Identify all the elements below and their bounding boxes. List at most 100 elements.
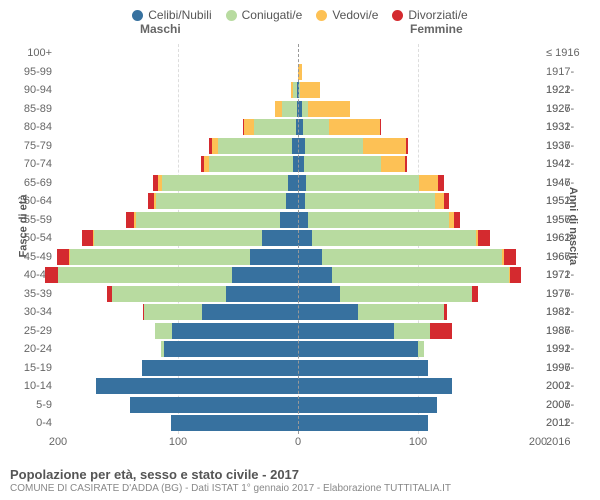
age-label: 65-69 [0, 174, 56, 193]
bar-female [298, 193, 449, 209]
bar-segment [312, 230, 475, 246]
bar-segment [126, 212, 133, 228]
bar-female [298, 378, 452, 394]
bar-segment [57, 249, 69, 265]
birth-label: 1987-1991 [542, 322, 600, 341]
bar-segment [82, 230, 93, 246]
bar-segment [232, 267, 298, 283]
birth-label: 1972-1976 [542, 266, 600, 285]
bar-segment [298, 286, 340, 302]
bar-male [45, 267, 298, 283]
bar-segment [504, 249, 516, 265]
birth-label: 1982-1986 [542, 303, 600, 322]
birth-label: 2012-2016 [542, 414, 600, 433]
bar-segment [510, 267, 521, 283]
age-label: 15-19 [0, 359, 56, 378]
bar-segment [280, 212, 298, 228]
bar-segment [70, 249, 250, 265]
bar-male [153, 175, 298, 191]
bar-segment [94, 230, 262, 246]
age-label: 70-74 [0, 155, 56, 174]
bar-male [291, 82, 298, 98]
bar-segment [262, 230, 298, 246]
gender-headers: Maschi Femmine [0, 22, 600, 40]
bar-segment [363, 138, 406, 154]
bar-male [57, 249, 298, 265]
bar-female [298, 286, 478, 302]
bar-segment [303, 119, 329, 135]
y-axis-right-title: Anni di nascita [567, 187, 579, 265]
bar-segment [282, 101, 296, 117]
bar-segment [58, 267, 232, 283]
bar-segment [381, 156, 405, 172]
bar-female [298, 138, 408, 154]
header-female: Femmine [410, 22, 463, 36]
x-tick: 0 [295, 436, 301, 448]
bar-segment [406, 138, 408, 154]
bar-female [298, 101, 350, 117]
bar-segment [162, 175, 288, 191]
bar-segment [112, 286, 226, 302]
bar-segment [218, 138, 292, 154]
bar-segment [298, 230, 312, 246]
bar-segment [288, 175, 298, 191]
bar-segment [155, 323, 172, 339]
legend-label: Vedovi/e [332, 8, 378, 22]
bar-female [298, 360, 428, 376]
bar-female [298, 323, 452, 339]
bar-male [130, 397, 298, 413]
legend: Celibi/Nubili Coniugati/e Vedovi/e Divorzia… [0, 0, 600, 22]
bar-segment [438, 175, 444, 191]
bar-segment [250, 249, 298, 265]
birth-label: 1977-1981 [542, 285, 600, 304]
bar-segment [405, 156, 407, 172]
bar-female [298, 82, 320, 98]
bar-segment [298, 378, 452, 394]
bar-segment [306, 175, 419, 191]
birth-label: 1942-1946 [542, 155, 600, 174]
y-axis-left-title: Fasce di età [17, 195, 29, 258]
bar-female [298, 249, 516, 265]
bar-male [201, 156, 298, 172]
age-label: 20-24 [0, 340, 56, 359]
bar-male [171, 415, 298, 431]
bar-segment [308, 101, 350, 117]
bar-segment [298, 341, 418, 357]
legend-label: Coniugati/e [242, 8, 303, 22]
bar-segment [472, 286, 478, 302]
bar-male [107, 286, 298, 302]
legend-item: Celibi/Nubili [132, 8, 211, 22]
bar-segment [298, 323, 394, 339]
bar-segment [298, 175, 306, 191]
birth-label: 1917-1921 [542, 63, 600, 82]
bar-segment [418, 341, 424, 357]
bar-segment [444, 193, 449, 209]
legend-label: Divorziati/e [408, 8, 467, 22]
bar-segment [171, 415, 298, 431]
bar-segment [298, 212, 308, 228]
bar-segment [444, 304, 446, 320]
bar-male [126, 212, 298, 228]
age-label: 30-34 [0, 303, 56, 322]
bar-segment [96, 378, 298, 394]
chart-subtitle: COMUNE DI CASIRATE D'ADDA (BG) - Dati IS… [10, 483, 590, 494]
legend-item: Vedovi/e [316, 8, 378, 22]
legend-swatch [132, 10, 143, 21]
bar-male [209, 138, 298, 154]
age-label: 80-84 [0, 118, 56, 137]
bar-segment [305, 193, 435, 209]
bar-segment [304, 156, 381, 172]
bar-male [96, 378, 298, 394]
bar-female [298, 341, 424, 357]
bar-segment [142, 360, 298, 376]
bar-female [298, 175, 444, 191]
bar-segment [298, 304, 358, 320]
bar-female [298, 212, 460, 228]
center-axis [298, 44, 299, 434]
bar-segment [419, 175, 438, 191]
bar-female [298, 397, 437, 413]
bar-male [161, 341, 298, 357]
x-axis-ticks: 2001000100200 [58, 436, 538, 450]
bar-segment [298, 249, 322, 265]
chart-title: Popolazione per età, sesso e stato civil… [10, 467, 590, 482]
